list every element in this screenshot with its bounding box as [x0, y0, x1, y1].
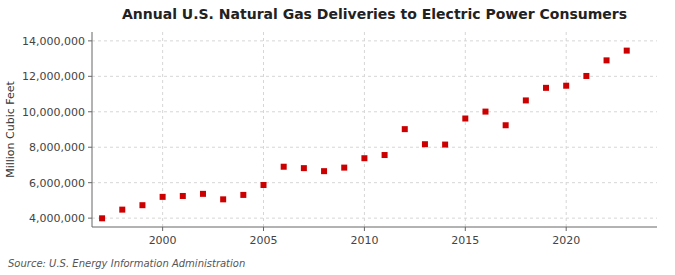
point: [382, 152, 388, 158]
grid: [92, 32, 657, 227]
y-tick-label: 12,000,000: [22, 70, 85, 83]
point: [301, 165, 307, 171]
y-grid-line: [92, 111, 657, 112]
y-grid-line: [92, 182, 657, 183]
x-axis-line: [92, 227, 657, 228]
source-note: Source: U.S. Energy Information Administ…: [8, 258, 245, 269]
points: [99, 48, 630, 222]
x-grid-line: [465, 32, 466, 227]
point: [361, 155, 367, 161]
point: [462, 116, 468, 122]
y-tick: [88, 182, 92, 183]
tick-labels: 4,000,000 6,000,000 8,000,000 10,000,000 12,…: [22, 35, 580, 247]
point: [604, 57, 610, 63]
x-tick: [263, 227, 264, 231]
point: [160, 194, 166, 200]
point: [261, 182, 267, 188]
y-grid-line: [92, 218, 657, 219]
y-tick: [88, 147, 92, 148]
y-tick-label: 14,000,000: [22, 35, 85, 48]
y-grid-line: [92, 76, 657, 77]
y-tick: [88, 111, 92, 112]
point: [281, 164, 287, 170]
point: [119, 207, 125, 213]
y-tick-label: 10,000,000: [22, 106, 85, 119]
point: [220, 196, 226, 202]
x-tick: [162, 227, 163, 231]
chart-container: Annual U.S. Natural Gas Deliveries to El…: [0, 0, 675, 275]
y-axis-line: [92, 32, 93, 227]
point: [99, 215, 105, 221]
point: [402, 126, 408, 132]
x-grid-line: [364, 32, 365, 227]
x-tick: [566, 227, 567, 231]
y-axis-label: Million Cubic Feet: [4, 80, 17, 177]
point: [543, 85, 549, 91]
x-tick-label: 2005: [250, 234, 278, 247]
point: [523, 97, 529, 103]
x-tick: [364, 227, 365, 231]
point: [503, 122, 509, 128]
point: [341, 165, 347, 171]
x-tick-label: 2020: [552, 234, 580, 247]
chart-title: Annual U.S. Natural Gas Deliveries to El…: [122, 6, 627, 22]
x-grid-line: [566, 32, 567, 227]
point: [200, 191, 206, 197]
chart-svg: Annual U.S. Natural Gas Deliveries to El…: [0, 0, 675, 275]
y-grid-line: [92, 147, 657, 148]
y-tick-label: 8,000,000: [29, 141, 85, 154]
point: [624, 48, 630, 54]
point: [563, 83, 569, 89]
point: [583, 73, 589, 79]
y-grid-line: [92, 40, 657, 41]
point: [442, 142, 448, 148]
point: [482, 109, 488, 115]
point: [139, 202, 145, 208]
point: [180, 193, 186, 199]
point: [422, 141, 428, 147]
y-tick: [88, 218, 92, 219]
x-grid-line: [263, 32, 264, 227]
y-tick: [88, 40, 92, 41]
x-tick-label: 2000: [149, 234, 177, 247]
y-tick: [88, 76, 92, 77]
x-tick: [465, 227, 466, 231]
point: [240, 192, 246, 198]
x-tick-label: 2015: [451, 234, 479, 247]
x-tick-label: 2010: [350, 234, 378, 247]
y-tick-label: 6,000,000: [29, 177, 85, 190]
y-tick-label: 4,000,000: [29, 212, 85, 225]
point: [321, 168, 327, 174]
